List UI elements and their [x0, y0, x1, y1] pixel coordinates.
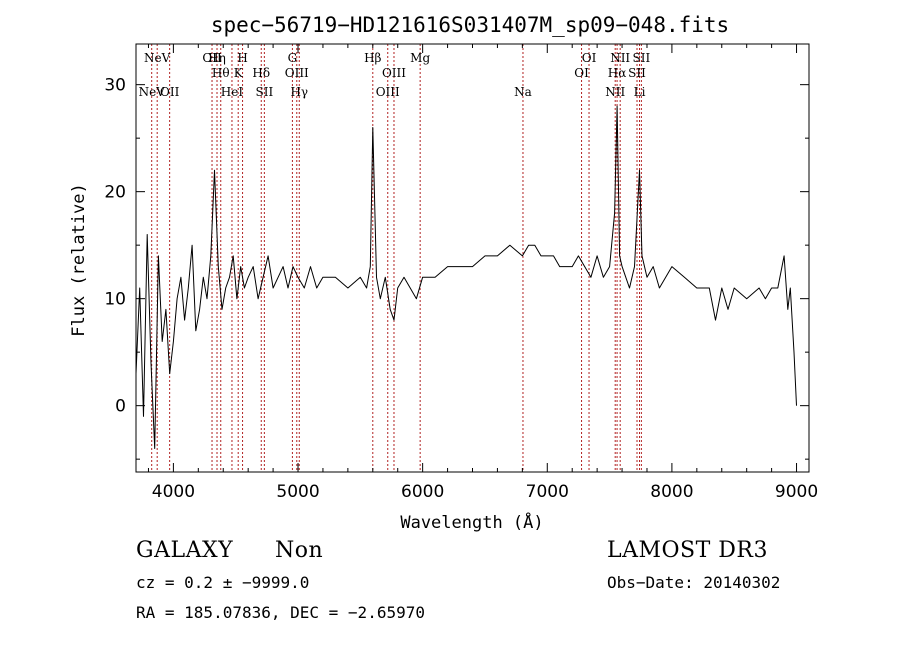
line-label-19: OI [574, 66, 589, 80]
line-label-3: OII [202, 51, 222, 65]
x-axis-label: Wavelength (Å) [400, 511, 543, 533]
line-label-9: Hδ [252, 66, 270, 80]
y-axis-ticks: 0 10 20 30 [104, 76, 809, 460]
y-axis-label: Flux (relative) [69, 183, 89, 337]
spectrum-chart: spec−56719−HD121616S031407M_sp09−048.fit… [69, 13, 818, 533]
spectrum-line [135, 105, 797, 449]
line-label-5: Hθ [212, 66, 230, 80]
y-tick-label-10: 10 [104, 290, 126, 310]
line-label-15: OIII [376, 85, 400, 99]
line-label-4: Hη [208, 51, 226, 65]
spectrum-series [135, 105, 797, 449]
line-label-23: NII [610, 51, 630, 65]
line-label-21: NII [605, 85, 625, 99]
object-class: GALAXY [136, 538, 234, 563]
x-tick-label-7000: 7000 [526, 482, 569, 502]
line-label-22: Hα [608, 66, 627, 80]
line-label-10: SII [256, 85, 274, 99]
x-tick-label-8000: 8000 [650, 482, 693, 502]
redshift-readout: cz = 0.2 ± −9999.0 [136, 573, 310, 592]
line-label-26: SII [633, 51, 651, 65]
x-tick-label-4000: 4000 [152, 482, 195, 502]
line-label-8: H [237, 51, 247, 65]
object-subclass: Non [275, 538, 324, 563]
line-label-6: HeI [221, 85, 244, 99]
line-label-13: Hγ [290, 85, 308, 99]
y-tick-label-20: 20 [104, 183, 126, 203]
line-label-14: Hβ [364, 51, 381, 65]
plot-frame [135, 43, 810, 473]
x-axis-ticks: 4000 5000 6000 7000 8000 9000 [147, 44, 818, 502]
line-label-16: OIII [382, 66, 406, 80]
x-tick-label-9000: 9000 [775, 482, 818, 502]
line-label-17: Mg [410, 51, 430, 65]
line-label-2: OII [160, 85, 180, 99]
line-label-12: OIII [285, 66, 309, 80]
y-tick-label-0: 0 [115, 397, 126, 417]
line-label-25: Li [634, 85, 646, 99]
line-label-24: SII [628, 66, 646, 80]
x-tick-label-5000: 5000 [276, 482, 319, 502]
line-label-7: K [234, 66, 244, 80]
emission-line-labels: NeVNeVOIIOIIHηHθHeIKHHδSIIGOIIIHγHβOIIIO… [139, 51, 651, 99]
chart-title: spec−56719−HD121616S031407M_sp09−048.fit… [211, 13, 729, 37]
line-label-11: G [288, 51, 298, 65]
survey-name: LAMOST DR3 [607, 538, 768, 563]
observation-date: Obs−Date: 20140302 [607, 573, 781, 592]
line-label-1: NeV [144, 51, 171, 65]
coordinates-readout: RA = 185.07836, DEC = −2.65970 [136, 603, 425, 622]
x-tick-label-6000: 6000 [401, 482, 444, 502]
emission-line-markers [151, 44, 642, 472]
y-tick-label-30: 30 [104, 76, 126, 96]
line-label-18: Na [514, 85, 532, 99]
line-label-0: NeV [139, 85, 166, 99]
line-label-20: OI [582, 51, 597, 65]
